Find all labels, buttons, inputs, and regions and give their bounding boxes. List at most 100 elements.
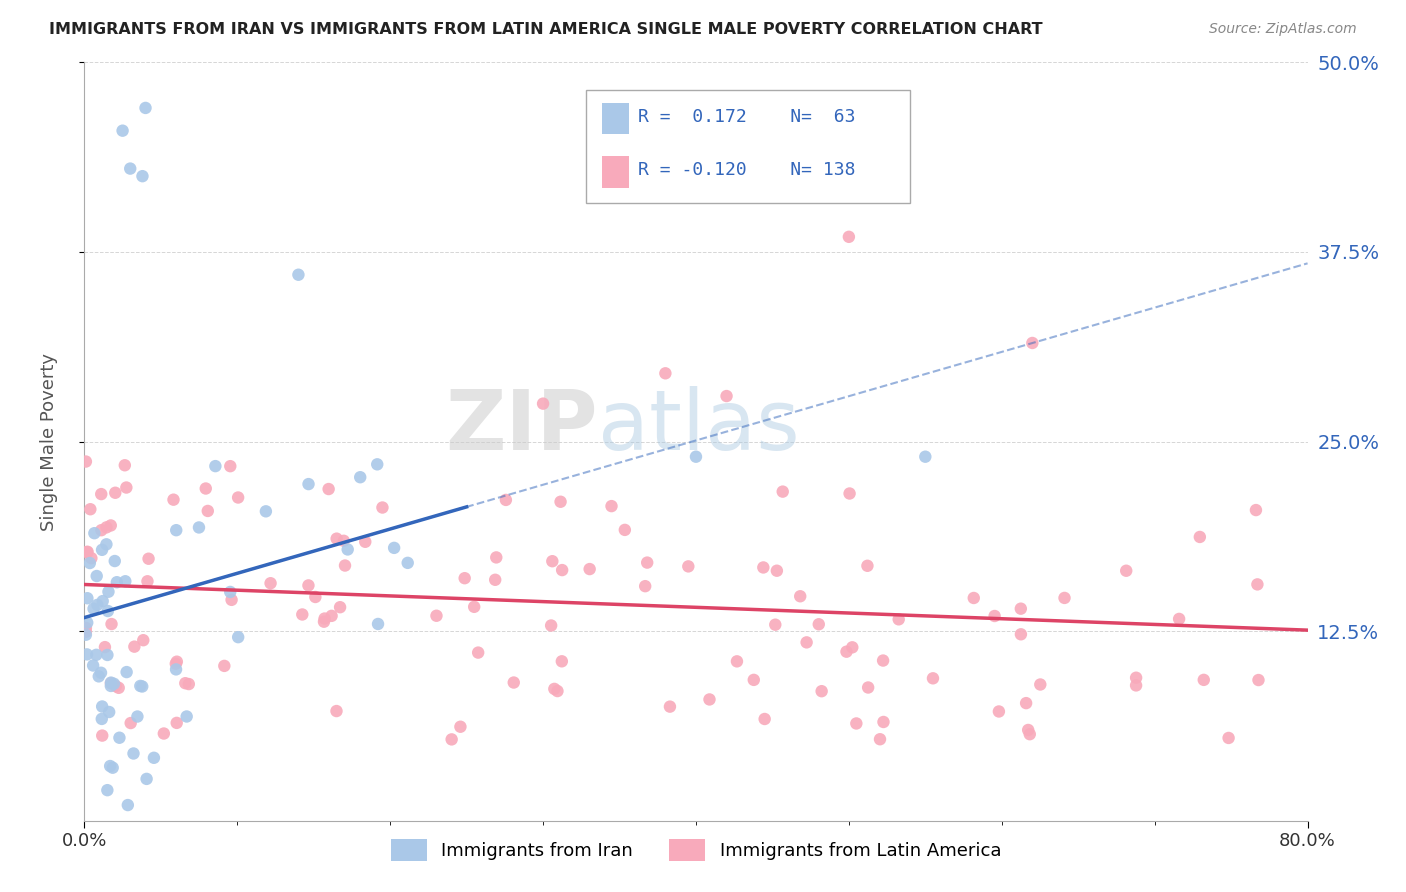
Point: [1015, 696, 1038, 710]
Point: [658, 699, 681, 714]
Point: [107, 681, 129, 695]
Point: [177, 677, 200, 691]
Point: [772, 484, 794, 499]
Point: [83, 526, 105, 541]
Point: [1125, 671, 1147, 685]
Point: [291, 607, 314, 622]
Point: [131, 680, 153, 694]
Point: [578, 562, 600, 576]
Point: [103, 677, 125, 691]
Point: [484, 573, 506, 587]
Point: [90, 487, 112, 501]
Point: [725, 654, 748, 668]
Point: [100, 617, 122, 632]
Point: [314, 611, 336, 625]
Point: [613, 523, 636, 537]
Point: [129, 679, 152, 693]
Point: [98, 705, 121, 719]
Point: [176, 709, 198, 723]
Point: [1017, 723, 1039, 737]
Point: [188, 520, 211, 534]
Point: [75, 454, 97, 468]
Point: [219, 459, 242, 474]
Point: [91, 542, 114, 557]
Point: [752, 560, 775, 574]
Point: [80, 551, 103, 566]
Point: [219, 585, 242, 599]
Point: [546, 684, 568, 698]
Text: IMMIGRANTS FROM IRAN VS IMMIGRANTS FROM LATIN AMERICA SINGLE MALE POVERTY CORREL: IMMIGRANTS FROM IRAN VS IMMIGRANTS FROM …: [49, 22, 1043, 37]
Point: [550, 494, 572, 508]
Point: [83, 601, 105, 615]
Point: [75, 624, 97, 639]
Point: [551, 563, 574, 577]
Point: [297, 477, 319, 491]
Point: [75, 621, 97, 635]
Point: [449, 720, 471, 734]
Point: [463, 599, 485, 614]
Point: [678, 559, 700, 574]
Point: [766, 564, 789, 578]
Point: [1244, 503, 1267, 517]
Point: [105, 575, 128, 590]
Point: [1188, 530, 1211, 544]
Point: [96, 783, 118, 797]
Bar: [602, 103, 628, 135]
Point: [425, 608, 447, 623]
Point: [197, 504, 219, 518]
Point: [90, 712, 112, 726]
Point: [214, 659, 236, 673]
Point: [127, 709, 149, 723]
Point: [856, 558, 879, 573]
Point: [325, 704, 347, 718]
Point: [983, 609, 1005, 624]
Point: [789, 589, 811, 603]
Point: [114, 574, 136, 589]
Point: [96, 537, 118, 551]
Point: [366, 458, 388, 472]
Point: [318, 482, 340, 496]
Point: [716, 389, 738, 403]
Point: [540, 618, 562, 632]
Point: [101, 761, 124, 775]
Point: [541, 554, 564, 568]
Point: [1192, 673, 1215, 687]
Point: [1247, 673, 1270, 687]
Point: [90, 523, 112, 537]
Point: [1010, 627, 1032, 641]
Point: [122, 747, 145, 761]
Point: [367, 617, 389, 632]
Point: [325, 532, 347, 546]
Point: [1246, 577, 1268, 591]
Point: [636, 556, 658, 570]
Point: [1021, 335, 1043, 350]
Point: [84, 648, 107, 662]
Point: [91, 699, 114, 714]
Point: [76, 615, 98, 630]
Point: [131, 169, 153, 184]
Point: [856, 681, 879, 695]
Point: [333, 558, 356, 573]
Point: [685, 450, 707, 464]
Bar: [602, 156, 628, 187]
Point: [371, 500, 394, 515]
Point: [165, 657, 187, 671]
Point: [845, 716, 868, 731]
Point: [108, 731, 131, 745]
Point: [259, 576, 281, 591]
Point: [654, 366, 676, 380]
Point: [97, 604, 120, 618]
Point: [100, 675, 122, 690]
Point: [254, 504, 277, 518]
Point: [98, 759, 121, 773]
Point: [502, 675, 524, 690]
Point: [551, 654, 574, 668]
Point: [221, 592, 243, 607]
Point: [453, 571, 475, 585]
Point: [96, 520, 118, 534]
Point: [987, 705, 1010, 719]
Point: [76, 591, 98, 606]
Point: [117, 798, 139, 813]
Point: [336, 542, 359, 557]
Text: R = -0.120    N= 138: R = -0.120 N= 138: [638, 161, 856, 179]
